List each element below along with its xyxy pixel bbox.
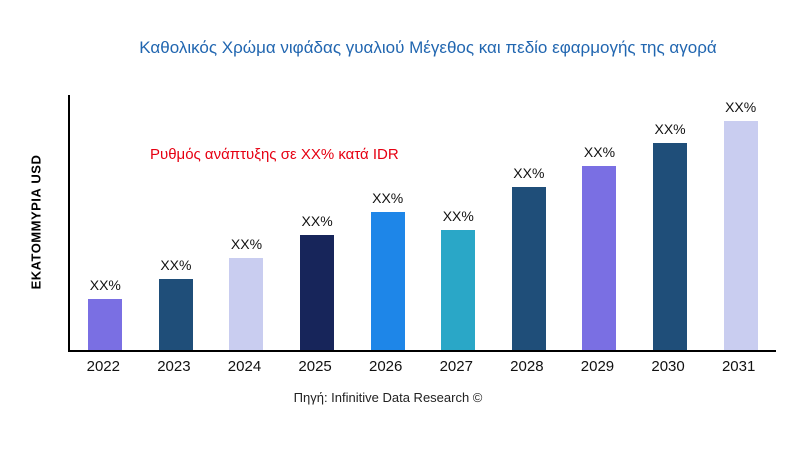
bar [158, 278, 193, 350]
bar-value-label: XX% [89, 277, 121, 293]
x-tick-label: 2030 [651, 358, 685, 375]
bar-value-label: XX% [372, 190, 404, 207]
x-tick-label: 2022 [86, 358, 120, 375]
bar-value-label: XX% [654, 121, 686, 138]
ticks-row: 2022 2023 2024 2025 2026 2027 2028 2029 2030 2031 [68, 358, 774, 375]
x-tick-label: 2026 [368, 358, 403, 375]
bar-value-label: XX% [160, 256, 192, 273]
bar [88, 299, 123, 350]
bar [370, 212, 405, 350]
x-tick-label: 2028 [510, 358, 544, 375]
bar-value-label: XX% [725, 98, 757, 115]
bar [441, 230, 476, 350]
bar-group: XX% [497, 95, 561, 350]
bar-value-label: XX% [513, 164, 545, 181]
bar [582, 166, 617, 350]
x-tick-label: 2031 [721, 358, 756, 375]
bar-group: XX% [567, 95, 631, 350]
bar-group: XX% [709, 95, 773, 350]
growth-rate-annotation: Ρυθμός ανάπτυξης σε XX% κατά IDR [150, 146, 399, 163]
bar-value-label: XX% [583, 144, 616, 161]
bar-value-label: XX% [442, 208, 474, 225]
x-tick-label: 2027 [439, 358, 473, 375]
bar [300, 235, 335, 350]
bars-row: XX% XX% XX% XX% XX% XX% XX% XX% XX% XX% [70, 95, 776, 350]
bar-value-label: XX% [230, 236, 263, 253]
bar [723, 120, 758, 350]
bar-group: XX% [638, 95, 702, 350]
source-attribution: Πηγή: Infinitive Data Research © [293, 390, 483, 405]
x-tick-label: 2029 [580, 358, 615, 375]
bar-group: XX% [214, 95, 278, 350]
bar-group: XX% [426, 95, 490, 350]
x-tick-label: 2024 [227, 358, 262, 375]
plot-area: XX% XX% XX% XX% XX% XX% XX% XX% XX% XX% [68, 95, 776, 352]
x-tick-label: 2023 [157, 358, 191, 375]
y-axis-label: ΕΚΑΤΟΜΜΥΡΙΑ USD [28, 154, 44, 290]
bar-group: XX% [144, 95, 208, 350]
bar [229, 258, 264, 350]
x-tick-label: 2025 [298, 358, 332, 375]
bar [511, 186, 546, 350]
bar-value-label: XX% [301, 213, 333, 230]
chart-title: Καθολικός Χρώμα νιφάδας γυαλιού Μέγεθος … [139, 38, 717, 57]
bar [653, 143, 688, 350]
bar-group: XX% [73, 95, 137, 350]
bar-group: XX% [356, 95, 420, 350]
bar-group: XX% [285, 95, 349, 350]
